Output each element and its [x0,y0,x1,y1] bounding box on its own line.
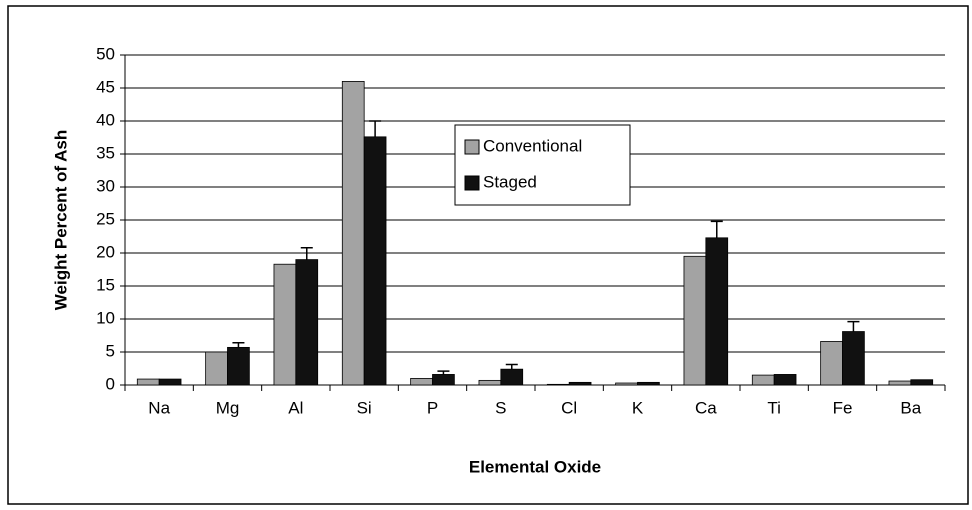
y-tick-label: 40 [96,110,115,129]
bar [273,263,297,386]
bar [751,374,775,386]
x-tick-label: S [495,398,506,417]
bar [888,380,912,386]
bar [341,81,365,386]
error-bar [437,370,450,375]
bar [500,368,524,386]
bar [205,351,228,386]
x-tick-label: P [427,398,438,417]
bar [136,378,160,386]
error-bar [505,363,518,370]
x-tick-label: Mg [216,398,240,417]
bar [432,374,455,386]
bar [410,377,433,386]
error-bar [847,320,860,332]
y-tick-label: 50 [96,44,115,63]
bar [568,381,592,386]
error-bar [300,246,313,260]
y-tick-label: 45 [96,77,115,96]
x-tick-label: Na [148,398,170,417]
x-axis-label: Elemental Oxide [469,457,601,476]
bar [295,259,319,386]
bar [227,346,250,386]
bar [773,374,797,386]
bar [820,341,843,386]
y-tick-label: 10 [96,308,115,327]
x-tick-label: Fe [833,398,853,417]
x-tick-label: Cl [561,398,577,417]
y-tick-label: 25 [96,209,115,228]
x-tick-label: K [632,398,644,417]
x-tick-label: Si [357,398,372,417]
x-tick-label: Ba [900,398,921,417]
x-tick-label: Ti [767,398,781,417]
error-bar [232,342,245,348]
bar [363,136,387,386]
bar [910,379,934,386]
x-tick-label: Ca [695,398,717,417]
bar [615,382,638,386]
y-tick-label: 0 [106,374,115,393]
bar [478,379,502,386]
bar [546,383,570,386]
error-bar [369,120,382,137]
bar [158,378,182,386]
y-tick-label: 5 [106,341,115,360]
bar [637,381,660,386]
legend-swatch [464,139,480,155]
legend-label: Staged [483,172,537,191]
bar [842,331,865,386]
y-tick-label: 20 [96,242,115,261]
y-tick-label: 15 [96,275,115,294]
y-tick-label: 30 [96,176,115,195]
legend-label: Conventional [483,136,582,155]
bar [683,255,707,386]
error-bar [710,220,723,238]
y-axis-label: Weight Percent of Ash [51,130,70,310]
bar [705,237,729,386]
legend-box [454,124,631,206]
y-tick-label: 35 [96,143,115,162]
legend-swatch [464,175,480,191]
x-tick-label: Al [288,398,303,417]
